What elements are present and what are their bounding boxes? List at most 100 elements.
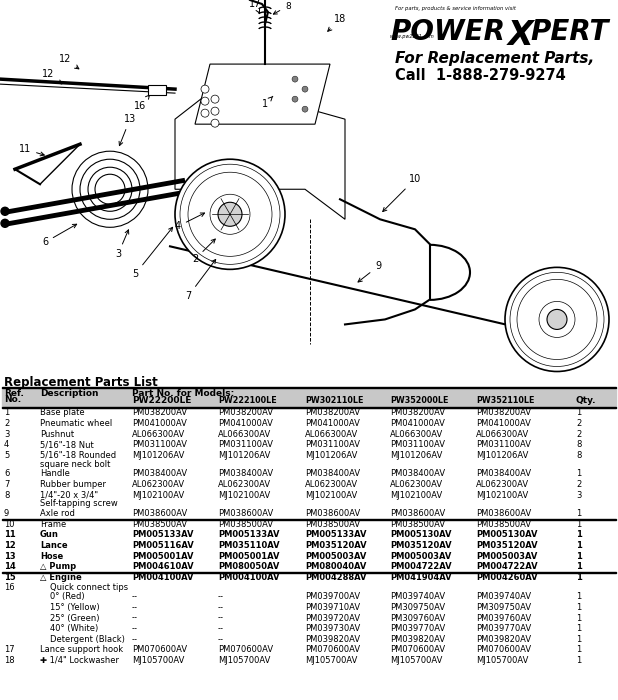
Text: PM041000AV: PM041000AV bbox=[132, 419, 187, 428]
Text: 1: 1 bbox=[262, 97, 273, 109]
Text: MJ101206AV: MJ101206AV bbox=[476, 451, 528, 460]
Circle shape bbox=[1, 207, 9, 216]
Text: --: -- bbox=[218, 635, 224, 644]
Text: PM038500AV: PM038500AV bbox=[132, 519, 187, 528]
Text: PM038500AV: PM038500AV bbox=[476, 519, 531, 528]
Text: PM039720AV: PM039720AV bbox=[305, 614, 360, 622]
Text: Call  1-888-279-9274: Call 1-888-279-9274 bbox=[395, 68, 565, 83]
Text: PM005130AV: PM005130AV bbox=[476, 531, 538, 539]
Text: 1: 1 bbox=[576, 656, 582, 665]
Text: No.: No. bbox=[4, 395, 21, 405]
Text: 16: 16 bbox=[134, 95, 150, 111]
Text: PM005003AV: PM005003AV bbox=[305, 552, 366, 561]
Text: PM041000AV: PM041000AV bbox=[476, 419, 531, 428]
Text: MJ105700AV: MJ105700AV bbox=[305, 656, 357, 665]
Text: AL066300AV: AL066300AV bbox=[476, 430, 529, 439]
Text: 15: 15 bbox=[4, 573, 15, 582]
Text: AL066300AV: AL066300AV bbox=[390, 430, 443, 439]
Text: PW22200LE: PW22200LE bbox=[132, 396, 192, 405]
Text: MJ102100AV: MJ102100AV bbox=[132, 491, 184, 500]
Text: PM031100AV: PM031100AV bbox=[305, 440, 360, 449]
Text: Ref.: Ref. bbox=[4, 389, 24, 398]
Text: PM005133AV: PM005133AV bbox=[218, 531, 279, 539]
Polygon shape bbox=[175, 84, 345, 219]
Text: PM004260AV: PM004260AV bbox=[476, 573, 538, 582]
Text: 7: 7 bbox=[185, 260, 216, 302]
Text: 8: 8 bbox=[273, 1, 290, 14]
Text: PM070600AV: PM070600AV bbox=[390, 645, 445, 654]
Text: PM004610AV: PM004610AV bbox=[132, 562, 193, 571]
Text: PM039710AV: PM039710AV bbox=[305, 603, 360, 612]
Text: 5/16"-18 Rounded: 5/16"-18 Rounded bbox=[40, 451, 116, 460]
Text: Qty.: Qty. bbox=[576, 396, 596, 405]
Bar bbox=[2, 387, 616, 388]
Text: PM041000AV: PM041000AV bbox=[305, 419, 360, 428]
Text: Quick connect tips: Quick connect tips bbox=[50, 583, 128, 592]
Text: Replacement Parts List: Replacement Parts List bbox=[4, 376, 158, 389]
Text: 6: 6 bbox=[4, 470, 9, 478]
Text: PM031100AV: PM031100AV bbox=[132, 440, 187, 449]
Text: MJ102100AV: MJ102100AV bbox=[476, 491, 528, 500]
Text: PM070600AV: PM070600AV bbox=[305, 645, 360, 654]
Text: www.pw2221.com: www.pw2221.com bbox=[390, 34, 434, 39]
Text: MJ102100AV: MJ102100AV bbox=[218, 491, 270, 500]
Text: PM080040AV: PM080040AV bbox=[305, 562, 366, 571]
Text: AL066300AV: AL066300AV bbox=[305, 430, 358, 439]
Text: 2: 2 bbox=[576, 430, 582, 439]
Text: PM038400AV: PM038400AV bbox=[476, 470, 531, 478]
Text: 3: 3 bbox=[4, 430, 9, 439]
Text: Self-tapping screw: Self-tapping screw bbox=[40, 499, 118, 508]
Text: PM005001AV: PM005001AV bbox=[132, 552, 193, 561]
Text: PM038600AV: PM038600AV bbox=[132, 509, 187, 518]
Text: --: -- bbox=[218, 592, 224, 601]
Text: PM039760AV: PM039760AV bbox=[476, 614, 531, 622]
Text: PM004722AV: PM004722AV bbox=[476, 562, 538, 571]
Text: MJ101206AV: MJ101206AV bbox=[390, 451, 442, 460]
Text: 17: 17 bbox=[4, 645, 15, 654]
Text: PM309750AV: PM309750AV bbox=[390, 603, 445, 612]
Text: MJ101206AV: MJ101206AV bbox=[132, 451, 184, 460]
Text: PERT: PERT bbox=[530, 18, 608, 46]
Text: For Replacement Parts,: For Replacement Parts, bbox=[395, 51, 595, 66]
Text: PM080050AV: PM080050AV bbox=[218, 562, 279, 571]
Text: PW352110LE: PW352110LE bbox=[476, 396, 535, 405]
Text: PM039700AV: PM039700AV bbox=[305, 592, 360, 601]
Text: PM070600AV: PM070600AV bbox=[476, 645, 531, 654]
Text: 12: 12 bbox=[59, 54, 79, 69]
Text: PM070600AV: PM070600AV bbox=[132, 645, 187, 654]
Bar bbox=[2, 389, 616, 407]
Text: PM038400AV: PM038400AV bbox=[390, 470, 445, 478]
Text: 12: 12 bbox=[4, 541, 15, 550]
Text: 3: 3 bbox=[115, 230, 129, 259]
Text: 4: 4 bbox=[175, 213, 205, 231]
Circle shape bbox=[505, 267, 609, 372]
Text: △ Pump: △ Pump bbox=[40, 562, 76, 571]
Text: POWER: POWER bbox=[390, 18, 505, 46]
Text: --: -- bbox=[218, 614, 224, 622]
Text: PM035120AV: PM035120AV bbox=[305, 541, 366, 550]
Text: 1: 1 bbox=[576, 541, 582, 550]
Text: For parts, products & service information visit: For parts, products & service informatio… bbox=[395, 6, 516, 11]
Text: Lance support hook: Lance support hook bbox=[40, 645, 123, 654]
Text: PW222100LE: PW222100LE bbox=[218, 396, 277, 405]
Text: --: -- bbox=[132, 624, 138, 634]
Text: 25° (Green): 25° (Green) bbox=[50, 614, 99, 622]
Text: 11: 11 bbox=[4, 531, 15, 539]
Text: Part No. for Models:: Part No. for Models: bbox=[132, 389, 234, 398]
Circle shape bbox=[211, 107, 219, 116]
Text: Pushnut: Pushnut bbox=[40, 430, 74, 439]
Text: 1: 1 bbox=[576, 624, 582, 634]
Text: PW302110LE: PW302110LE bbox=[305, 396, 363, 405]
Text: PM005003AV: PM005003AV bbox=[390, 552, 451, 561]
Text: 5: 5 bbox=[4, 451, 9, 460]
Circle shape bbox=[201, 109, 209, 117]
Text: PM309750AV: PM309750AV bbox=[476, 603, 531, 612]
Text: --: -- bbox=[218, 603, 224, 612]
Text: AL066300AV: AL066300AV bbox=[132, 430, 185, 439]
Text: 0° (Red): 0° (Red) bbox=[50, 592, 85, 601]
Text: 13: 13 bbox=[119, 114, 136, 146]
Text: 17: 17 bbox=[249, 0, 261, 13]
Text: Axle rod: Axle rod bbox=[40, 509, 75, 518]
Text: MJ101206AV: MJ101206AV bbox=[218, 451, 271, 460]
Text: PM005130AV: PM005130AV bbox=[390, 531, 452, 539]
